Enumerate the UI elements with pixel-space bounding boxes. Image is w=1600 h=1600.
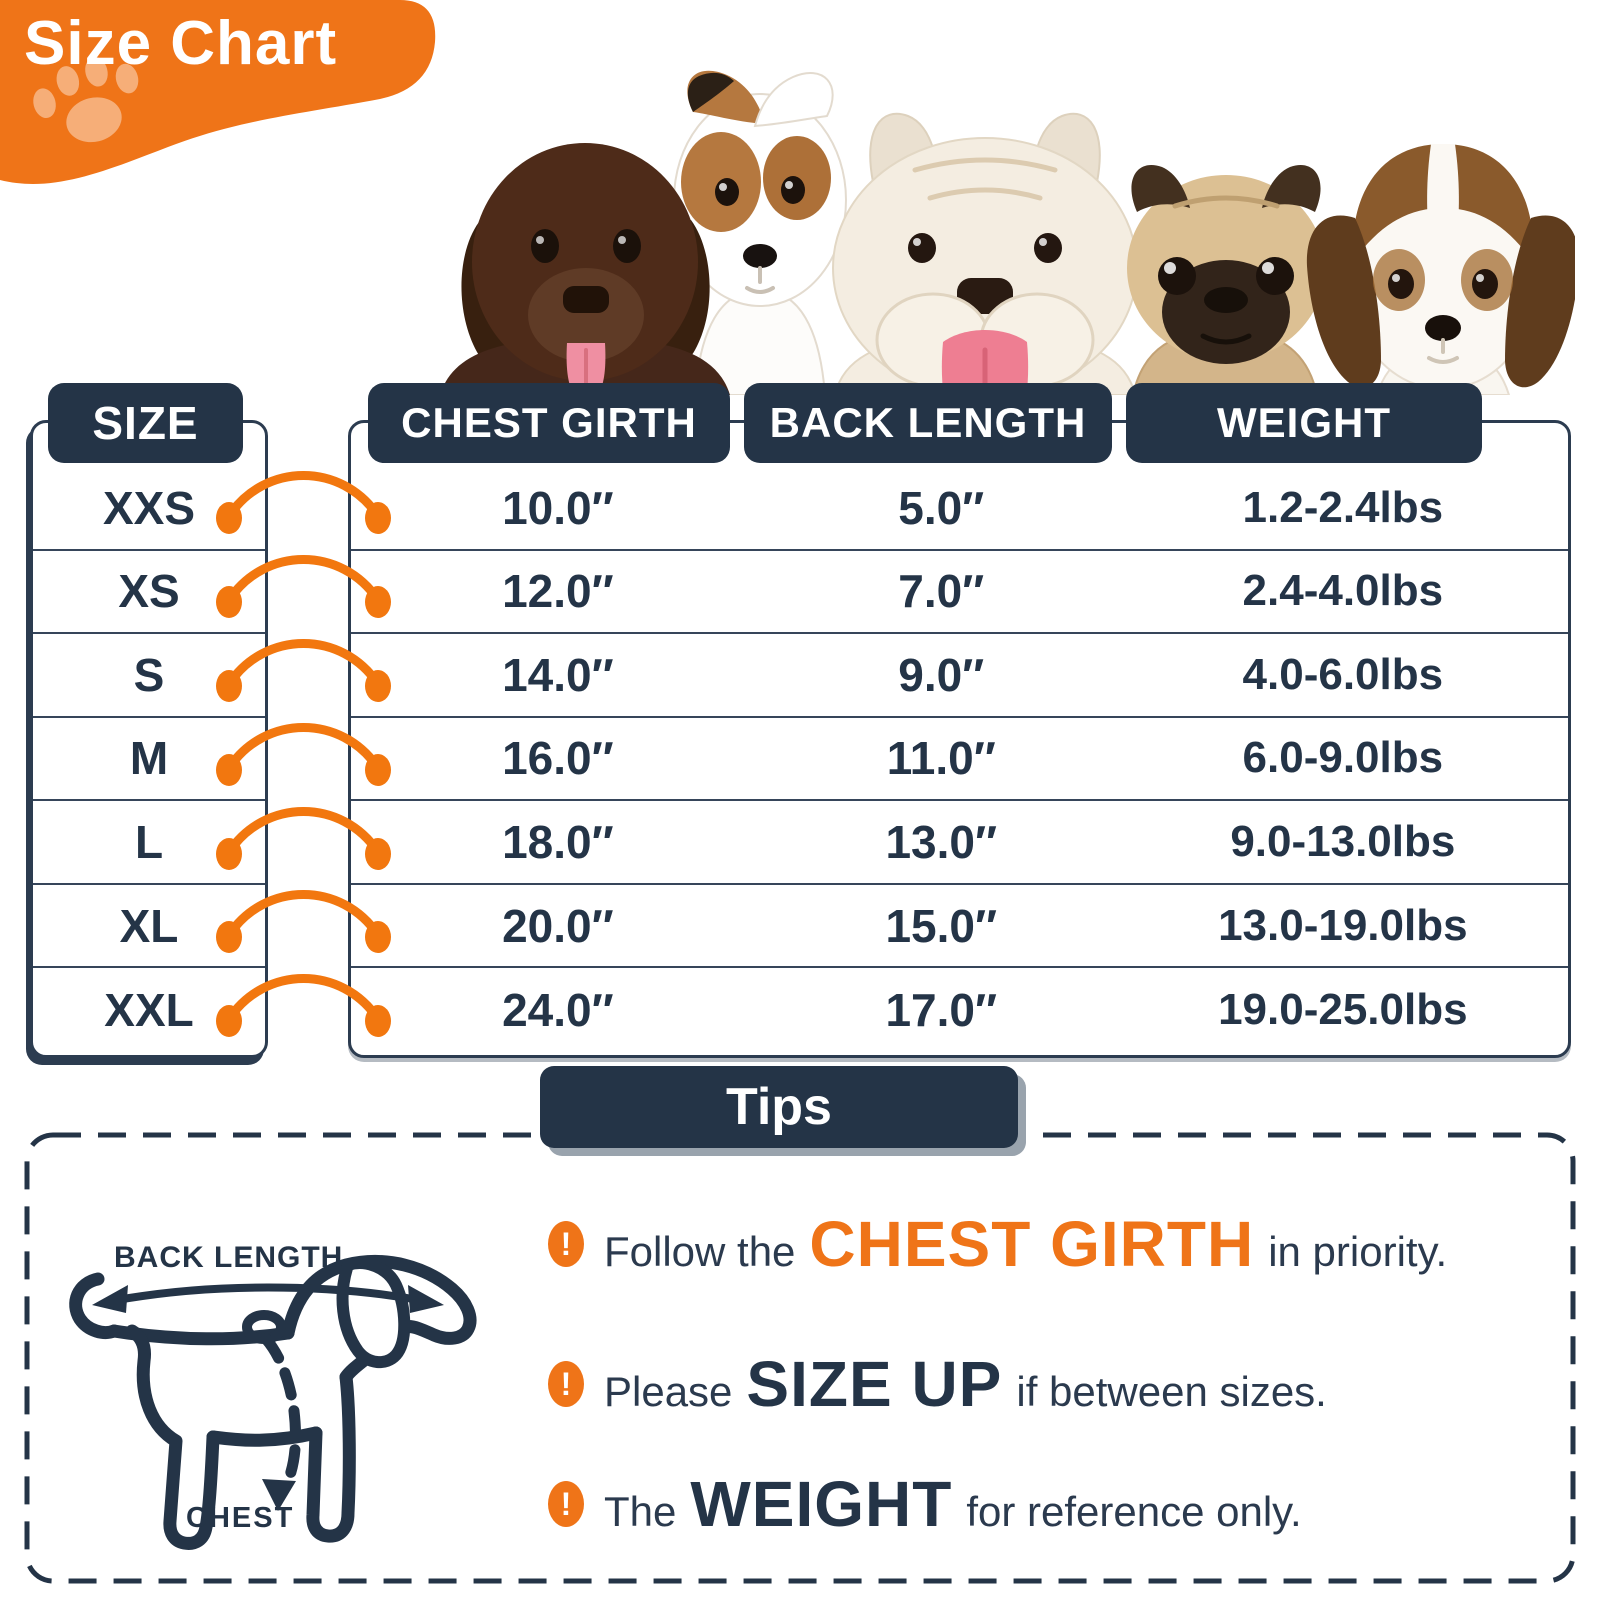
size-chart-banner [0, 0, 436, 184]
exclamation-icon: ! [548, 1221, 584, 1267]
exclamation-icon: ! [548, 1361, 584, 1407]
back-length-cell: 11.0″ [886, 732, 996, 785]
table-row: 12.0″ 7.0″ 2.4-4.0lbs [351, 551, 1568, 635]
bulldog-puppy [832, 112, 1138, 395]
chest-girth-cell: 10.0″ [502, 481, 614, 534]
header-weight: WEIGHT [1126, 383, 1482, 463]
table-row: M [33, 718, 265, 802]
size-column-box: XXS XS S M L XL XXL [30, 420, 268, 1058]
tip-text-prefix: The [604, 1488, 677, 1535]
jack-russell-terrier-puppy [673, 70, 847, 395]
table-row: XS [33, 551, 265, 635]
table-row: 20.0″ 15.0″ 13.0-19.0lbs [351, 885, 1568, 969]
size-cell: M [129, 732, 169, 785]
weight-cell: 6.0-9.0lbs [1242, 733, 1444, 783]
size-cell: XS [118, 565, 180, 618]
chest-girth-cell: 18.0″ [502, 816, 614, 869]
size-cell: S [133, 648, 165, 701]
table-row: 14.0″ 9.0″ 4.0-6.0lbs [351, 634, 1568, 718]
weight-cell: 9.0-13.0lbs [1230, 817, 1456, 867]
tip-text-emphasis: CHEST GIRTH [809, 1208, 1255, 1280]
tip-text-emphasis: WEIGHT [690, 1468, 953, 1540]
table-row: L [33, 801, 265, 885]
exclamation-icon: ! [548, 1481, 584, 1527]
measurements-table: 10.0″ 5.0″ 1.2-2.4lbs 12.0″ 7.0″ 2.4-4.0… [348, 420, 1571, 1058]
pug-puppy [1127, 164, 1325, 395]
back-length-cell: 17.0″ [885, 984, 998, 1037]
back-length-cell: 5.0″ [898, 481, 985, 534]
back-length-cell: 9.0″ [898, 648, 985, 701]
tip-text-suffix: for reference only. [966, 1488, 1302, 1535]
tips-title: Tips [540, 1066, 1018, 1148]
tip-item: ! The WEIGHT for reference only. [548, 1458, 1302, 1550]
table-row: 24.0″ 17.0″ 19.0-25.0lbs [351, 968, 1568, 1052]
size-cell: XL [119, 899, 179, 952]
chocolate-labrador-puppy [440, 143, 730, 395]
back-length-cell: 15.0″ [885, 899, 998, 952]
tip-text-prefix: Follow the [604, 1228, 796, 1275]
chest-girth-cell: 24.0″ [502, 984, 614, 1037]
chest-girth-cell: 14.0″ [502, 648, 614, 701]
table-row: 18.0″ 13.0″ 9.0-13.0lbs [351, 801, 1568, 885]
tip-text-prefix: Please [604, 1368, 733, 1415]
page-title: Size Chart [24, 9, 338, 78]
tip-item: ! Please SIZE UP if between sizes. [548, 1338, 1327, 1430]
header-chest-girth: CHEST GIRTH [368, 383, 730, 463]
table-row: 16.0″ 11.0″ 6.0-9.0lbs [351, 718, 1568, 802]
weight-cell: 19.0-25.0lbs [1218, 985, 1468, 1035]
dogs-photo [440, 70, 1575, 395]
table-row: 10.0″ 5.0″ 1.2-2.4lbs [351, 467, 1568, 551]
weight-cell: 13.0-19.0lbs [1218, 900, 1468, 950]
header-back-length: BACK LENGTH [744, 383, 1112, 463]
tip-text-emphasis: SIZE UP [746, 1348, 1003, 1420]
header-size: SIZE [48, 383, 243, 463]
table-row: XXS [33, 467, 265, 551]
paw-icon [33, 56, 139, 143]
dog-measurement-diagram: BACK LENGTH CHEST [69, 1241, 477, 1550]
weight-cell: 4.0-6.0lbs [1242, 649, 1444, 699]
table-row: S [33, 634, 265, 718]
tip-text-suffix: in priority. [1268, 1228, 1448, 1275]
back-length-label: BACK LENGTH [114, 1241, 343, 1274]
size-cell: L [134, 816, 164, 869]
weight-cell: 2.4-4.0lbs [1242, 566, 1444, 616]
tip-item: ! Follow the CHEST GIRTH in priority. [548, 1198, 1447, 1290]
chest-girth-cell: 20.0″ [502, 899, 614, 952]
chest-girth-cell: 16.0″ [502, 732, 614, 785]
back-length-cell: 7.0″ [898, 565, 985, 618]
back-length-cell: 13.0″ [885, 816, 998, 869]
tip-text-suffix: if between sizes. [1016, 1368, 1327, 1415]
chest-girth-cell: 12.0″ [502, 565, 614, 618]
size-cell: XXL [104, 984, 194, 1037]
table-row: XL [33, 885, 265, 969]
chest-label: CHEST [186, 1502, 294, 1534]
weight-cell: 1.2-2.4lbs [1242, 482, 1444, 532]
size-cell: XXS [102, 481, 196, 534]
table-row: XXL [33, 968, 265, 1052]
beagle-puppy [1306, 144, 1575, 395]
